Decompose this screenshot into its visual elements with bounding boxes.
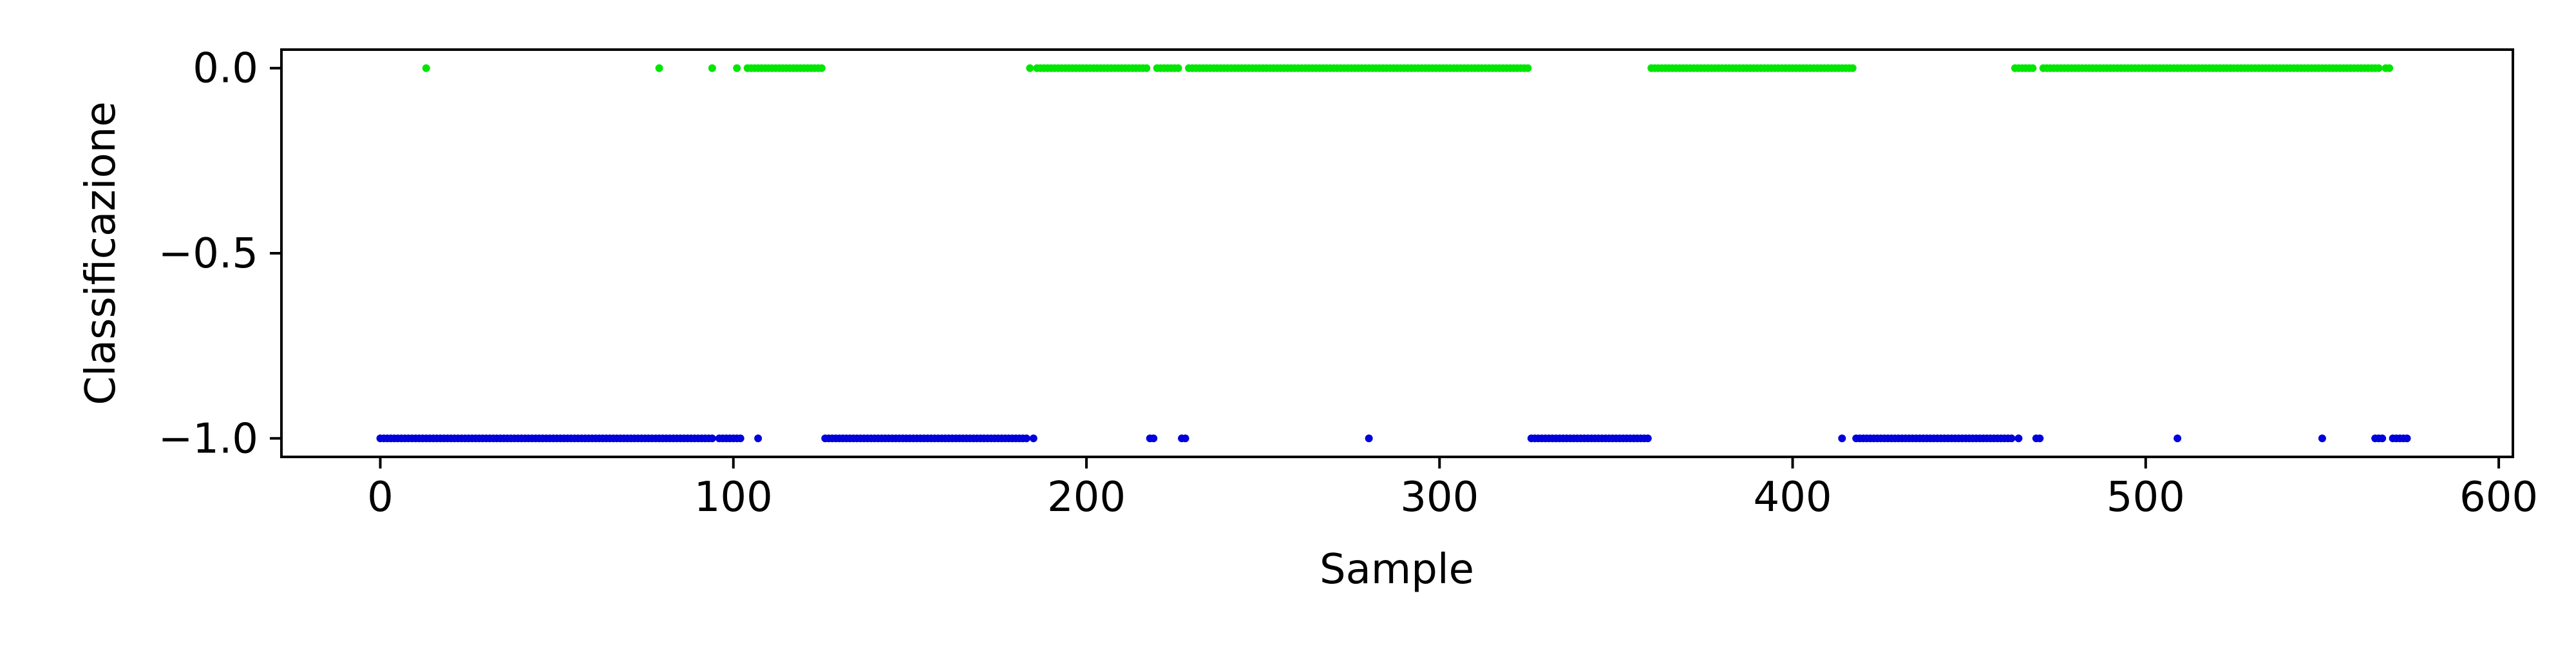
data-point-series-1 (2318, 434, 2326, 443)
data-point-series-1 (1838, 434, 1846, 443)
data-point-series-1 (2036, 434, 2044, 443)
x-tick-label: 0 (367, 474, 393, 521)
data-point-series-1 (1365, 434, 1373, 443)
data-point-series-0 (1848, 64, 1857, 72)
x-tick-label: 500 (2107, 474, 2185, 521)
data-point-series-1 (1022, 434, 1030, 443)
data-point-series-0 (2374, 64, 2383, 72)
data-point-series-0 (1524, 64, 1532, 72)
x-tick-label: 200 (1047, 474, 1126, 521)
x-axis-label: Sample (1320, 546, 1474, 594)
data-point-series-1 (2174, 434, 2182, 443)
data-point-series-1 (2378, 434, 2387, 443)
data-point-series-0 (655, 64, 663, 72)
data-point-series-0 (817, 64, 826, 72)
y-tick-label: −0.5 (158, 230, 258, 278)
data-point-series-0 (2029, 64, 2037, 72)
data-point-series-1 (2007, 434, 2016, 443)
data-point-series-1 (1150, 434, 1158, 443)
data-point-series-1 (2014, 434, 2023, 443)
data-point-series-0 (1026, 64, 1034, 72)
data-point-series-1 (2403, 434, 2411, 443)
x-tick-label: 100 (694, 474, 773, 521)
data-point-series-0 (733, 64, 741, 72)
ticks-layer: 0 100 200 300 400 500 600 0.0 −0.5 −1.0 (158, 45, 2539, 521)
plot-area-frame (280, 48, 2514, 458)
data-point-series-1 (754, 434, 762, 443)
data-point-series-1 (708, 434, 716, 443)
y-axis-label: Classificazione (77, 101, 125, 405)
data-point-series-1 (1029, 434, 1037, 443)
y-tick-label: 0.0 (193, 45, 258, 93)
data-point-series-1 (1643, 434, 1652, 443)
x-tick-label: 400 (1753, 474, 1832, 521)
data-point-series-0 (1174, 64, 1182, 72)
data-point-series-0 (1142, 64, 1151, 72)
data-point-series-1 (736, 434, 744, 443)
data-point-series-0 (708, 64, 716, 72)
x-tick-label: 300 (1400, 474, 1479, 521)
data-point-series-0 (422, 64, 430, 72)
data-point-series-0 (2385, 64, 2394, 72)
data-point-series-1 (1181, 434, 1189, 443)
y-tick-label: −1.0 (158, 415, 258, 463)
points-layer (376, 64, 2411, 443)
x-tick-label: 600 (2459, 474, 2538, 521)
